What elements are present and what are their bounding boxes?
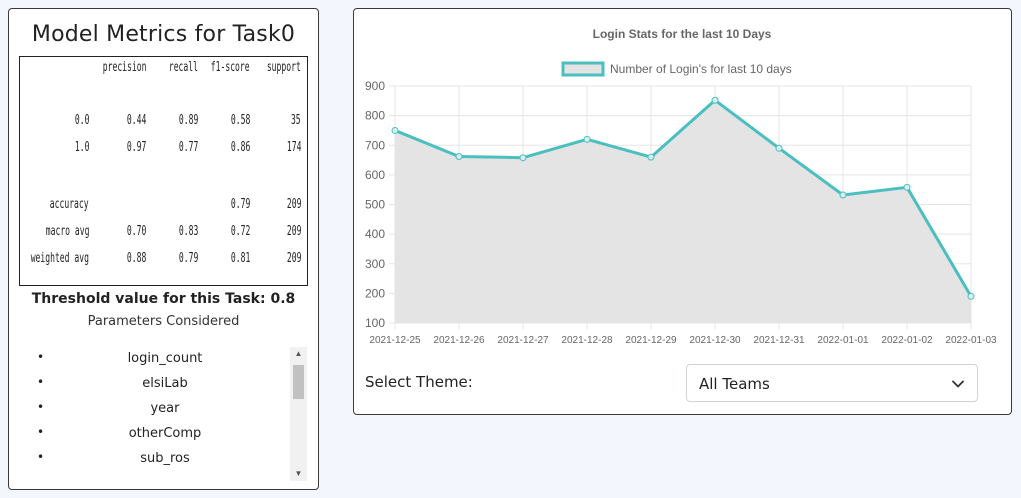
bullet: • bbox=[37, 425, 45, 439]
report-cell: 0.97 bbox=[126, 140, 146, 155]
data-point bbox=[839, 191, 847, 199]
report-cell: 0.88 bbox=[126, 251, 146, 266]
x-tick-label: 2021-12-31 bbox=[753, 335, 805, 346]
list-item: • otherComp bbox=[19, 422, 291, 447]
data-point bbox=[391, 126, 399, 134]
report-cell: 0.86 bbox=[230, 140, 250, 155]
legend-label: Number of Login's for last 10 days bbox=[610, 62, 792, 76]
chevron-down-icon bbox=[952, 380, 964, 388]
data-point bbox=[583, 135, 591, 143]
list-item: • sub_ros bbox=[19, 447, 291, 472]
x-tick-label: 2021-12-27 bbox=[497, 335, 549, 346]
x-tick-label: 2021-12-26 bbox=[433, 335, 485, 346]
scroll-up-arrow-icon[interactable]: ▲ bbox=[294, 349, 303, 358]
report-cell: 0.83 bbox=[178, 224, 198, 239]
report-cell: 0.58 bbox=[230, 113, 250, 128]
y-tick-label: 700 bbox=[365, 138, 385, 152]
bullet: • bbox=[37, 350, 45, 364]
report-cell: 209 bbox=[286, 224, 301, 239]
classification-report: precision recall f1-score support 0.0 0.44 0.8… bbox=[19, 56, 308, 286]
theme-select[interactable]: All Teams bbox=[686, 364, 978, 402]
report-header: support bbox=[267, 60, 301, 75]
report-cell: 0.79 bbox=[178, 251, 198, 266]
legend-swatch bbox=[561, 61, 605, 77]
x-tick-label: 2022-01-03 bbox=[945, 335, 997, 346]
chart-title: Login Stats for the last 10 Days bbox=[593, 27, 772, 41]
report-row-label: macro avg bbox=[45, 224, 89, 239]
y-tick-label: 900 bbox=[365, 79, 385, 93]
param-label: otherComp bbox=[128, 426, 202, 441]
area-fill bbox=[395, 100, 971, 323]
param-label: sub_ros bbox=[140, 451, 190, 466]
series-line bbox=[394, 98, 973, 298]
data-point bbox=[903, 183, 911, 191]
data-point bbox=[967, 292, 975, 300]
report-header: recall bbox=[168, 60, 198, 75]
report-row-label: weighted avg bbox=[30, 251, 89, 266]
scroll-thumb[interactable] bbox=[293, 365, 304, 399]
y-tick-label: 200 bbox=[365, 286, 385, 300]
x-tick-label: 2021-12-25 bbox=[369, 335, 421, 346]
list-item: • login_count bbox=[19, 347, 291, 372]
scroll-down-arrow-icon[interactable]: ▼ bbox=[294, 469, 303, 478]
report-cell: 209 bbox=[286, 251, 301, 266]
report-cell: 0.81 bbox=[230, 251, 250, 266]
report-grid: precision recall f1-score support 0.0 0.44 0.8… bbox=[20, 57, 307, 285]
report-header: precision bbox=[102, 60, 146, 75]
metrics-title: Model Metrics for Task0 bbox=[31, 22, 296, 47]
x-tick-label: 2022-01-01 bbox=[817, 335, 869, 346]
y-tick-label: 300 bbox=[365, 257, 385, 271]
report-cell: 0.79 bbox=[230, 197, 250, 212]
report-row-label: 0.0 bbox=[74, 113, 89, 128]
x-tick-label: 2021-12-29 bbox=[625, 335, 677, 346]
param-label: login_count bbox=[127, 351, 203, 366]
data-point bbox=[455, 153, 463, 161]
list-item: • year bbox=[19, 397, 291, 422]
x-tick-label: 2021-12-28 bbox=[561, 335, 613, 346]
params-list: • login_count • elsiLab • year • otherComp • sub_… bbox=[19, 347, 317, 481]
report-cell: 0.89 bbox=[178, 113, 198, 128]
data-point bbox=[519, 154, 527, 162]
params-scrollbar[interactable]: ▲ ▼ bbox=[290, 347, 307, 481]
report-cell: 0.70 bbox=[126, 224, 146, 239]
y-tick-label: 600 bbox=[365, 168, 385, 182]
list-item: • elsiLab bbox=[19, 372, 291, 397]
report-cell: 174 bbox=[286, 140, 301, 155]
data-point bbox=[711, 96, 719, 104]
login-stats-card: Login Stats for the last 10 Days Number o… bbox=[353, 8, 1012, 415]
bullet: • bbox=[37, 400, 45, 414]
model-metrics-card: Model Metrics for Task0 precision recall f… bbox=[8, 8, 319, 490]
report-cell: 35 bbox=[291, 113, 301, 128]
threshold-text: Threshold value for this Task: 0.8 bbox=[31, 291, 296, 307]
report-header: f1-score bbox=[211, 60, 250, 75]
x-tick-label: 2022-01-02 bbox=[881, 335, 933, 346]
login-chart: Login Stats for the last 10 Days Number o… bbox=[365, 27, 997, 346]
bullet: • bbox=[37, 375, 45, 389]
y-tick-label: 100 bbox=[365, 316, 385, 330]
y-tick-label: 400 bbox=[365, 227, 385, 241]
report-row-label: 1.0 bbox=[74, 140, 89, 155]
data-point bbox=[647, 153, 655, 161]
report-cell: 209 bbox=[286, 197, 301, 212]
x-tick-label: 2021-12-30 bbox=[689, 335, 741, 346]
param-label: year bbox=[150, 401, 180, 416]
theme-select-value: All Teams bbox=[699, 375, 770, 393]
params-title: Parameters Considered bbox=[87, 314, 240, 329]
report-cell: 0.77 bbox=[178, 140, 198, 155]
report-cell: 0.44 bbox=[126, 113, 146, 128]
param-label: elsiLab bbox=[142, 376, 188, 391]
report-row-label: accuracy bbox=[50, 197, 89, 212]
report-cell: 0.72 bbox=[230, 224, 250, 239]
y-tick-label: 800 bbox=[365, 109, 385, 123]
select-theme-label: Select Theme: bbox=[365, 373, 473, 391]
y-tick-label: 500 bbox=[365, 198, 385, 212]
data-point bbox=[775, 144, 783, 152]
bullet: • bbox=[37, 450, 45, 464]
